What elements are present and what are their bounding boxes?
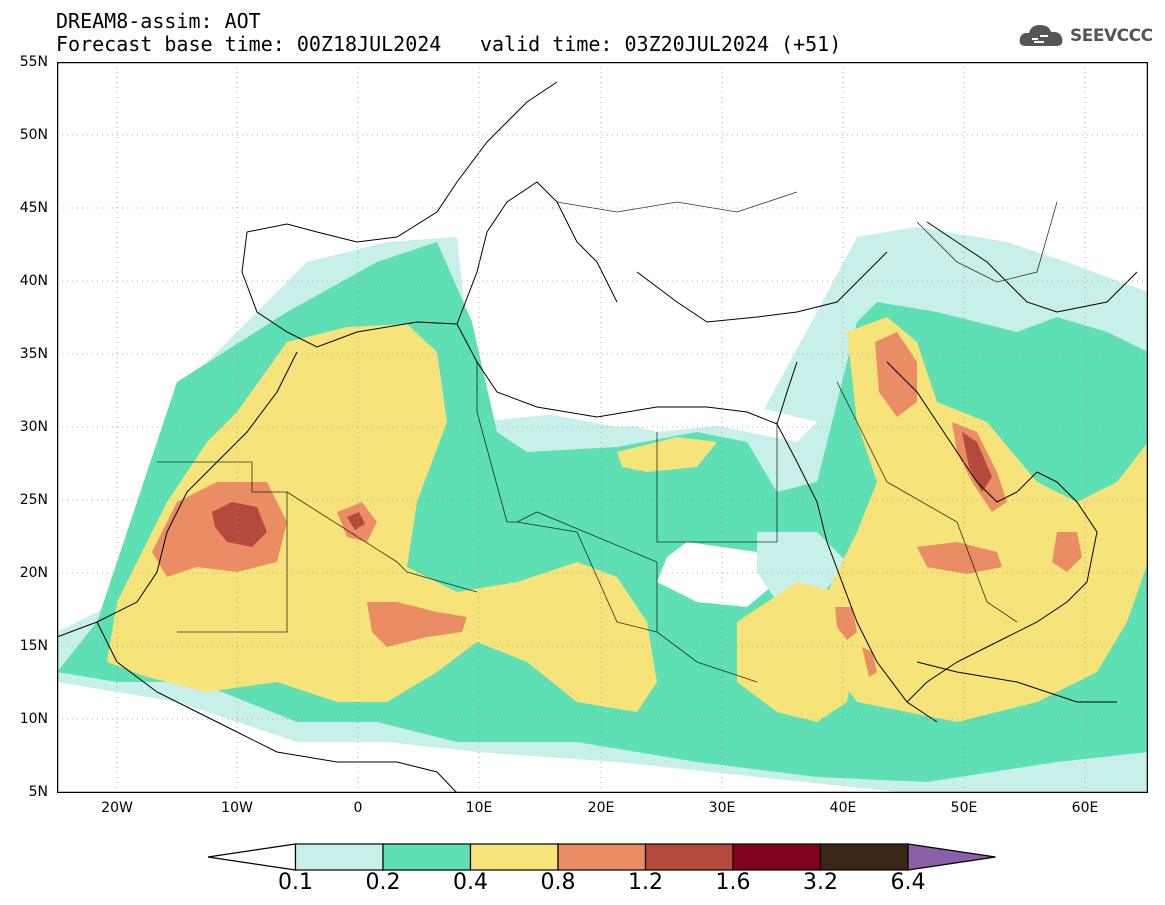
lon-label: 60E bbox=[1071, 800, 1099, 816]
lon-label: 10E bbox=[465, 800, 493, 816]
colorbar-segment bbox=[644, 843, 734, 871]
colorbar-label: 3.2 bbox=[803, 870, 838, 895]
colorbar-segment bbox=[469, 843, 559, 871]
lat-label: 5N bbox=[28, 784, 48, 800]
colorbar-segment bbox=[294, 843, 384, 871]
colorbar-label: 0.4 bbox=[453, 870, 488, 895]
coastlines bbox=[57, 81, 1138, 793]
colorbar-segment bbox=[907, 843, 996, 871]
colorbar-segment bbox=[382, 843, 472, 871]
lat-label: 50N bbox=[19, 127, 48, 143]
seevccc-logo: SEEVCCC bbox=[1018, 22, 1153, 50]
colorbar-label: 0.2 bbox=[365, 870, 401, 895]
cloud-icon bbox=[1019, 25, 1063, 46]
colorbar-label: 1.6 bbox=[715, 870, 751, 895]
colorbar-label: 6.4 bbox=[890, 870, 926, 895]
aot-contours bbox=[57, 227, 1148, 793]
lon-label: 20E bbox=[587, 800, 615, 816]
map-title: DREAM8-assim: AOT bbox=[56, 9, 261, 33]
colorbar-segment bbox=[208, 843, 297, 871]
lat-label: 30N bbox=[19, 419, 48, 435]
lat-label: 55N bbox=[19, 54, 48, 70]
colorbar-segment bbox=[732, 843, 822, 871]
lat-label: 45N bbox=[19, 200, 48, 216]
map-frame bbox=[57, 62, 1148, 793]
colorbar bbox=[208, 843, 996, 871]
lon-label: 40E bbox=[829, 800, 857, 816]
colorbar-segment bbox=[557, 843, 647, 871]
lat-label: 20N bbox=[19, 565, 48, 581]
lon-label: 20W bbox=[101, 800, 133, 816]
lon-label: 0 bbox=[353, 800, 363, 816]
colorbar-label: 0.1 bbox=[278, 870, 313, 895]
colorbar-label: 0.8 bbox=[540, 870, 576, 895]
aot-map bbox=[57, 62, 1148, 793]
lat-label: 15N bbox=[19, 638, 48, 654]
lat-label: 40N bbox=[19, 273, 48, 289]
lon-label: 10W bbox=[221, 800, 253, 816]
valid-time: valid time: 03Z20JUL2024 (+51) bbox=[480, 32, 842, 56]
lon-label: 30E bbox=[708, 800, 736, 816]
logo-text: SEEVCCC bbox=[1070, 26, 1153, 46]
lon-label: 50E bbox=[950, 800, 978, 816]
borders bbox=[157, 191, 1058, 683]
forecast-base-time: Forecast base time: 00Z18JUL2024 bbox=[56, 32, 442, 56]
lat-label: 35N bbox=[19, 346, 48, 362]
colorbar-segment bbox=[819, 843, 909, 871]
lat-label: 10N bbox=[19, 711, 48, 727]
lat-label: 25N bbox=[19, 492, 48, 508]
colorbar-label: 1.2 bbox=[628, 870, 663, 895]
graticule bbox=[57, 62, 1148, 793]
